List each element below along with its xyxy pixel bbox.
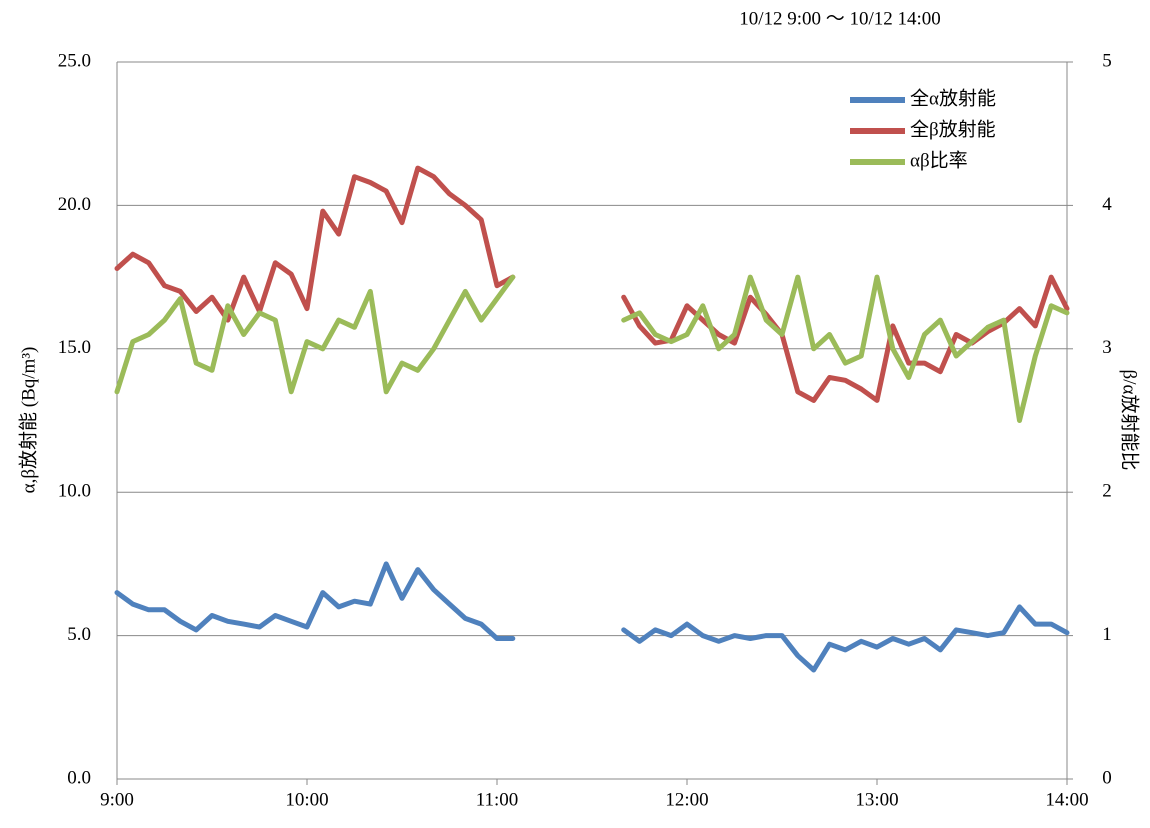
y2-tick-label: 2 (1102, 481, 1112, 502)
series-line (114, 274, 1070, 423)
y2-tick-label: 0 (1102, 767, 1112, 788)
x-tick-label: 11:00 (476, 789, 519, 810)
x-tick-label: 9:00 (100, 789, 134, 810)
y-tick-label: 15.0 (58, 337, 91, 358)
legend-label: αβ比率 (910, 149, 968, 171)
y-tick-label: 20.0 (58, 194, 91, 215)
x-tick-label: 13:00 (855, 789, 898, 810)
y2-tick-label: 3 (1102, 337, 1112, 358)
y-tick-label: 0.0 (67, 767, 91, 788)
y2-tick-label: 1 (1102, 624, 1112, 645)
x-tick-label: 10:00 (285, 789, 328, 810)
x-tick-label: 12:00 (665, 789, 708, 810)
y-tick-label: 10.0 (58, 481, 91, 502)
y-tick-label: 5.0 (67, 624, 91, 645)
y2-tick-label: 4 (1102, 194, 1112, 215)
y-axis-label: α,β放射能 (Bq/m³) (17, 347, 39, 494)
y-tick-label: 25.0 (58, 50, 91, 71)
y2-tick-label: 5 (1102, 50, 1112, 71)
legend-label: 全α放射能 (910, 87, 996, 109)
series-line (114, 561, 1070, 673)
series-line (114, 165, 1070, 403)
x-tick-label: 14:00 (1045, 789, 1088, 810)
y2-axis-label: β/α放射能比 (1119, 370, 1141, 471)
chart-subtitle: 10/12 9:00 ～ 10/12 14:00 (739, 8, 941, 29)
legend-label: 全β放射能 (910, 118, 996, 140)
